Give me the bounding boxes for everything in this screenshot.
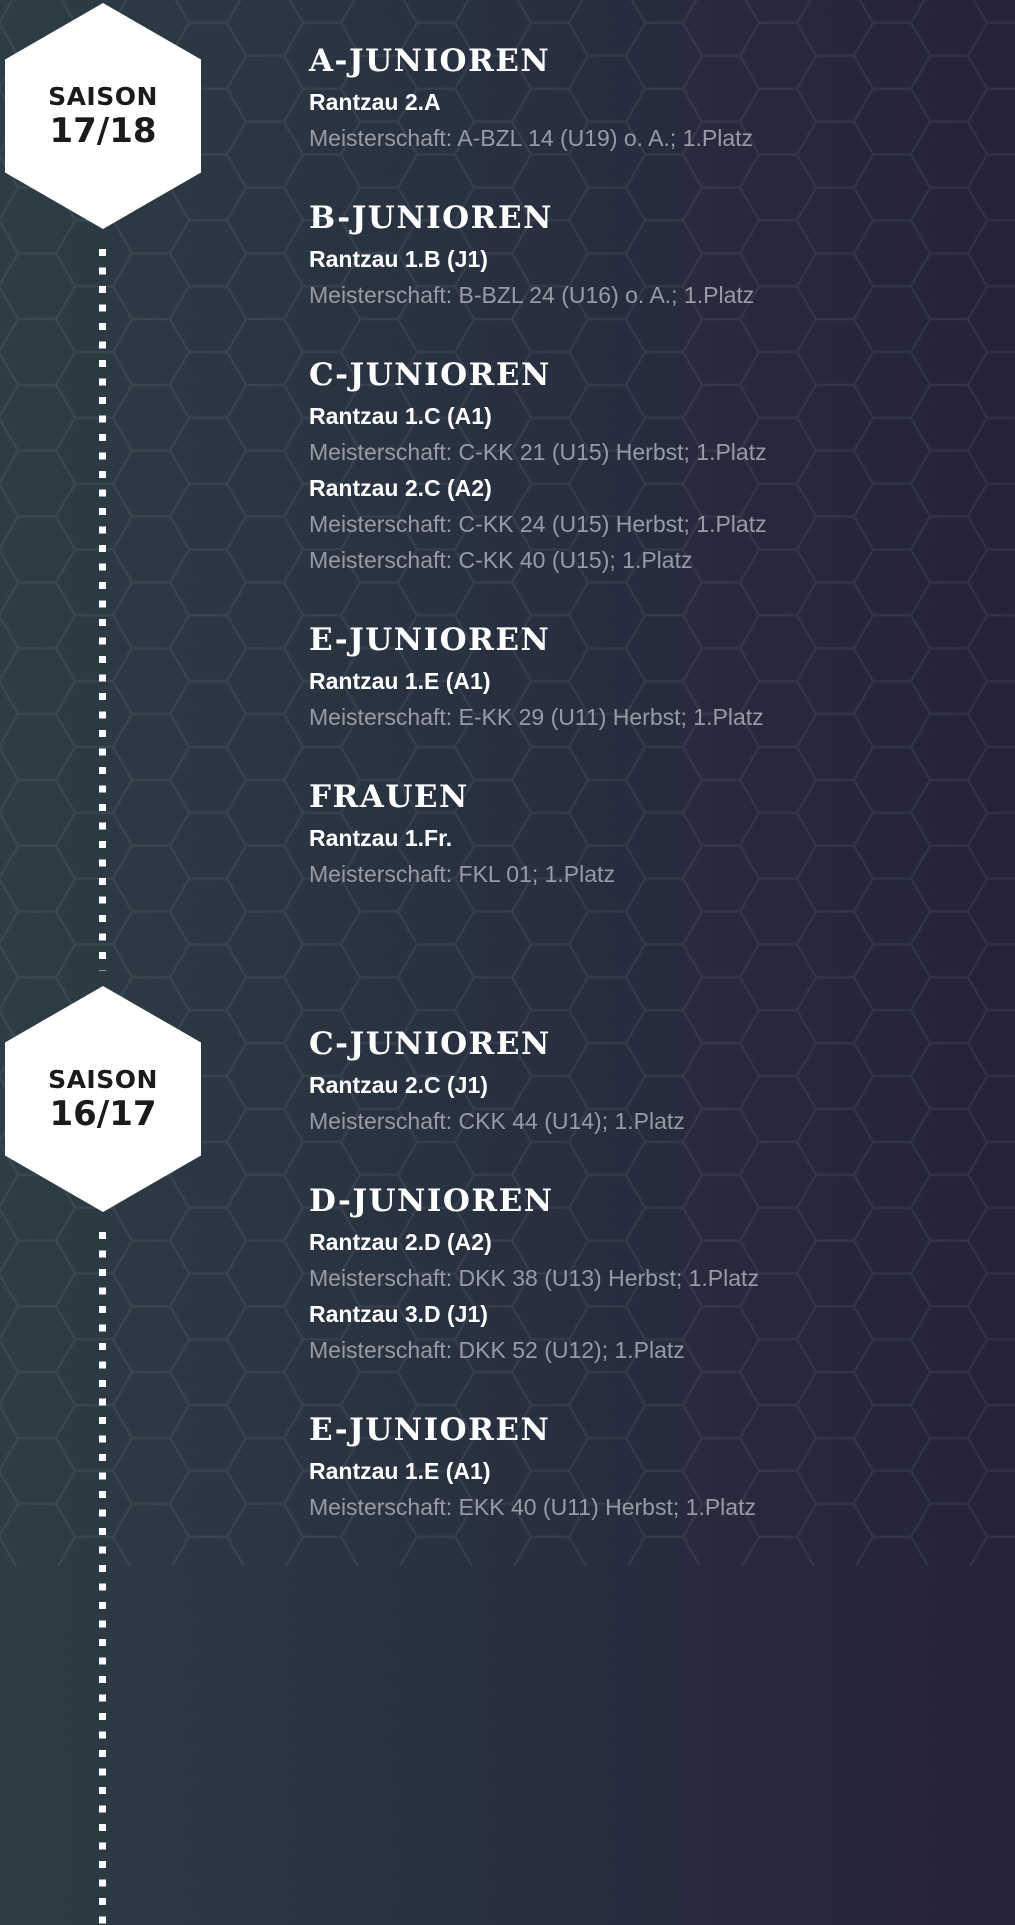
championship-result: Meisterschaft: C-KK 21 (U15) Herbst; 1.P… — [309, 439, 767, 465]
honeycomb-background — [0, 0, 1015, 1566]
championship-result: Meisterschaft: C-KK 24 (U15) Herbst; 1.P… — [309, 511, 767, 537]
team-section: C-JUNIOREN Rantzau 1.C (A1) Meisterschaft:… — [309, 352, 1015, 578]
season-label: SAISON — [48, 82, 158, 111]
season-content: C-JUNIOREN Rantzau 2.C (J1) Meisterschaft:… — [309, 986, 1015, 1525]
season-block: SAISON 17/18 A-JUNIOREN Rantzau 2.A Meister… — [0, 3, 1015, 986]
team-name: Rantzau 1.E (A1) — [309, 1458, 491, 1484]
championship-result: Meisterschaft: DKK 52 (U12); 1.Platz — [309, 1337, 685, 1363]
team-name: Rantzau 3.D (J1) — [309, 1301, 488, 1327]
team-name: Rantzau 1.E (A1) — [309, 668, 491, 694]
team-name: Rantzau 1.B (J1) — [309, 246, 488, 272]
team-section: E-JUNIOREN Rantzau 1.E (A1) Meisterschaft:… — [309, 1407, 1015, 1525]
championship-result: Meisterschaft: CKK 44 (U14); 1.Platz — [309, 1108, 685, 1134]
team-section: B-JUNIOREN Rantzau 1.B (J1) Meisterschaft:… — [309, 195, 1015, 313]
team-name: Rantzau 1.Fr. — [309, 825, 453, 851]
season-timeline: SAISON 17/18 A-JUNIOREN Rantzau 2.A Meister… — [0, 3, 1015, 1925]
team-section: FRAUEN Rantzau 1.Fr. Meisterschaft: FKL 01… — [309, 774, 1015, 892]
team-name: Rantzau 1.C (A1) — [309, 403, 492, 429]
championship-result: Meisterschaft: B-BZL 24 (U16) o. A.; 1.P… — [309, 282, 755, 308]
championship-result: Meisterschaft: DKK 38 (U13) Herbst; 1.Pl… — [309, 1265, 759, 1291]
season-hexagon-badge: SAISON 17/18 — [5, 3, 201, 229]
championship-result: Meisterschaft: A-BZL 14 (U19) o. A.; 1.P… — [309, 125, 753, 151]
season-year: 17/18 — [49, 111, 157, 151]
championship-result: Meisterschaft: E-KK 29 (U11) Herbst; 1.P… — [309, 704, 764, 730]
team-section: C-JUNIOREN Rantzau 2.C (J1) Meisterschaft:… — [309, 1021, 1015, 1139]
season-year: 16/17 — [49, 1094, 157, 1134]
team-section: E-JUNIOREN Rantzau 1.E (A1) Meisterschaft:… — [309, 617, 1015, 735]
team-section: D-JUNIOREN Rantzau 2.D (A2) Meisterschaft:… — [309, 1178, 1015, 1368]
championship-result: Meisterschaft: C-KK 40 (U15); 1.Platz — [309, 547, 693, 573]
team-name: Rantzau 2.D (A2) — [309, 1229, 492, 1255]
championship-result: Meisterschaft: FKL 01; 1.Platz — [309, 861, 615, 887]
timeline-dotted-line — [99, 249, 106, 971]
team-section: A-JUNIOREN Rantzau 2.A Meisterschaft: A-BZ… — [309, 38, 1015, 156]
section-title: FRAUEN — [309, 779, 469, 815]
section-title: C-JUNIOREN — [309, 357, 551, 393]
season-block: SAISON 16/17 C-JUNIOREN Rantzau 2.C (J1) Me… — [0, 986, 1015, 1925]
section-title: C-JUNIOREN — [309, 1026, 551, 1062]
section-title: A-JUNIOREN — [309, 43, 551, 79]
season-hexagon-badge: SAISON 16/17 — [5, 986, 201, 1212]
season-label: SAISON — [48, 1065, 158, 1094]
championship-result: Meisterschaft: EKK 40 (U11) Herbst; 1.Pl… — [309, 1494, 756, 1520]
section-title: E-JUNIOREN — [309, 1412, 551, 1448]
timeline-dotted-line — [99, 1232, 106, 1925]
team-name: Rantzau 2.C (A2) — [309, 475, 492, 501]
team-name: Rantzau 2.A — [309, 89, 441, 115]
team-name: Rantzau 2.C (J1) — [309, 1072, 488, 1098]
season-content: A-JUNIOREN Rantzau 2.A Meisterschaft: A-BZ… — [309, 3, 1015, 892]
section-title: E-JUNIOREN — [309, 622, 551, 658]
section-title: B-JUNIOREN — [309, 200, 553, 236]
section-title: D-JUNIOREN — [309, 1183, 554, 1219]
